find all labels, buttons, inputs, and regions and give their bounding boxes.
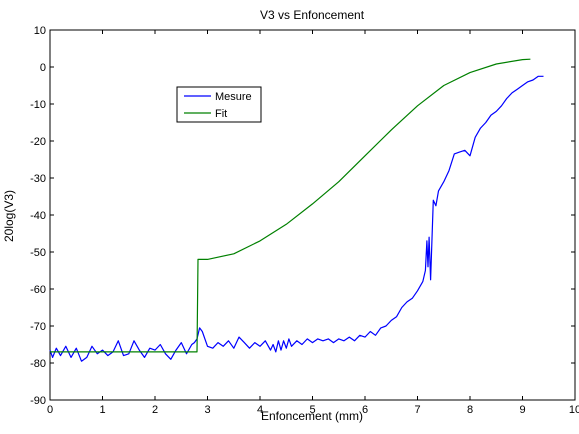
x-tick-label-6: 6 — [362, 404, 368, 416]
y-tick-label-5: -40 — [30, 210, 46, 222]
x-tick-label-5: 5 — [309, 404, 315, 416]
axis-ticks — [49, 29, 576, 401]
y-tick-label-9: -80 — [30, 358, 46, 370]
y-tick-label-6: -50 — [30, 247, 46, 259]
y-tick-label-2: -10 — [30, 99, 46, 111]
chart-title: V3 vs Enfoncement — [260, 8, 365, 22]
y-tick-label-7: -60 — [30, 284, 46, 296]
x-tick-label-9: 9 — [519, 404, 525, 416]
x-tick-label-3: 3 — [204, 404, 210, 416]
series-line-mesure — [49, 75, 544, 362]
x-tick-label-1: 1 — [99, 404, 105, 416]
legend-label-mesure: Mesure — [215, 91, 252, 103]
x-tick-label-0: 0 — [47, 404, 53, 416]
y-tick-label-10: -90 — [30, 395, 46, 407]
series-lines — [49, 58, 544, 362]
legend-box — [176, 86, 262, 123]
axis-tick-labels: 0 1 2 3 4 5 6 7 8 9 10 10 0 -10 -20 -30 -40 -50 -60 -70 -80 -… — [30, 25, 579, 416]
y-tick-label-1: 0 — [40, 62, 46, 74]
y-tick-label-3: -20 — [30, 136, 46, 148]
legend-label-fit: Fit — [215, 108, 227, 120]
legend: Mesure Fit — [176, 86, 262, 123]
x-tick-label-10: 10 — [569, 404, 579, 416]
x-tick-label-8: 8 — [467, 404, 473, 416]
plot-area — [49, 29, 576, 401]
x-tick-label-7: 7 — [414, 404, 420, 416]
x-tick-label-2: 2 — [152, 404, 158, 416]
y-tick-label-8: -70 — [30, 321, 46, 333]
series-line-fit — [50, 58, 531, 353]
y-tick-label-4: -30 — [30, 173, 46, 185]
y-axis-label: 20log(V3) — [2, 190, 16, 242]
x-axis-label: Enfoncement (mm) — [261, 409, 363, 423]
y-tick-label-0: 10 — [34, 25, 46, 37]
x-tick-label-4: 4 — [257, 404, 263, 416]
